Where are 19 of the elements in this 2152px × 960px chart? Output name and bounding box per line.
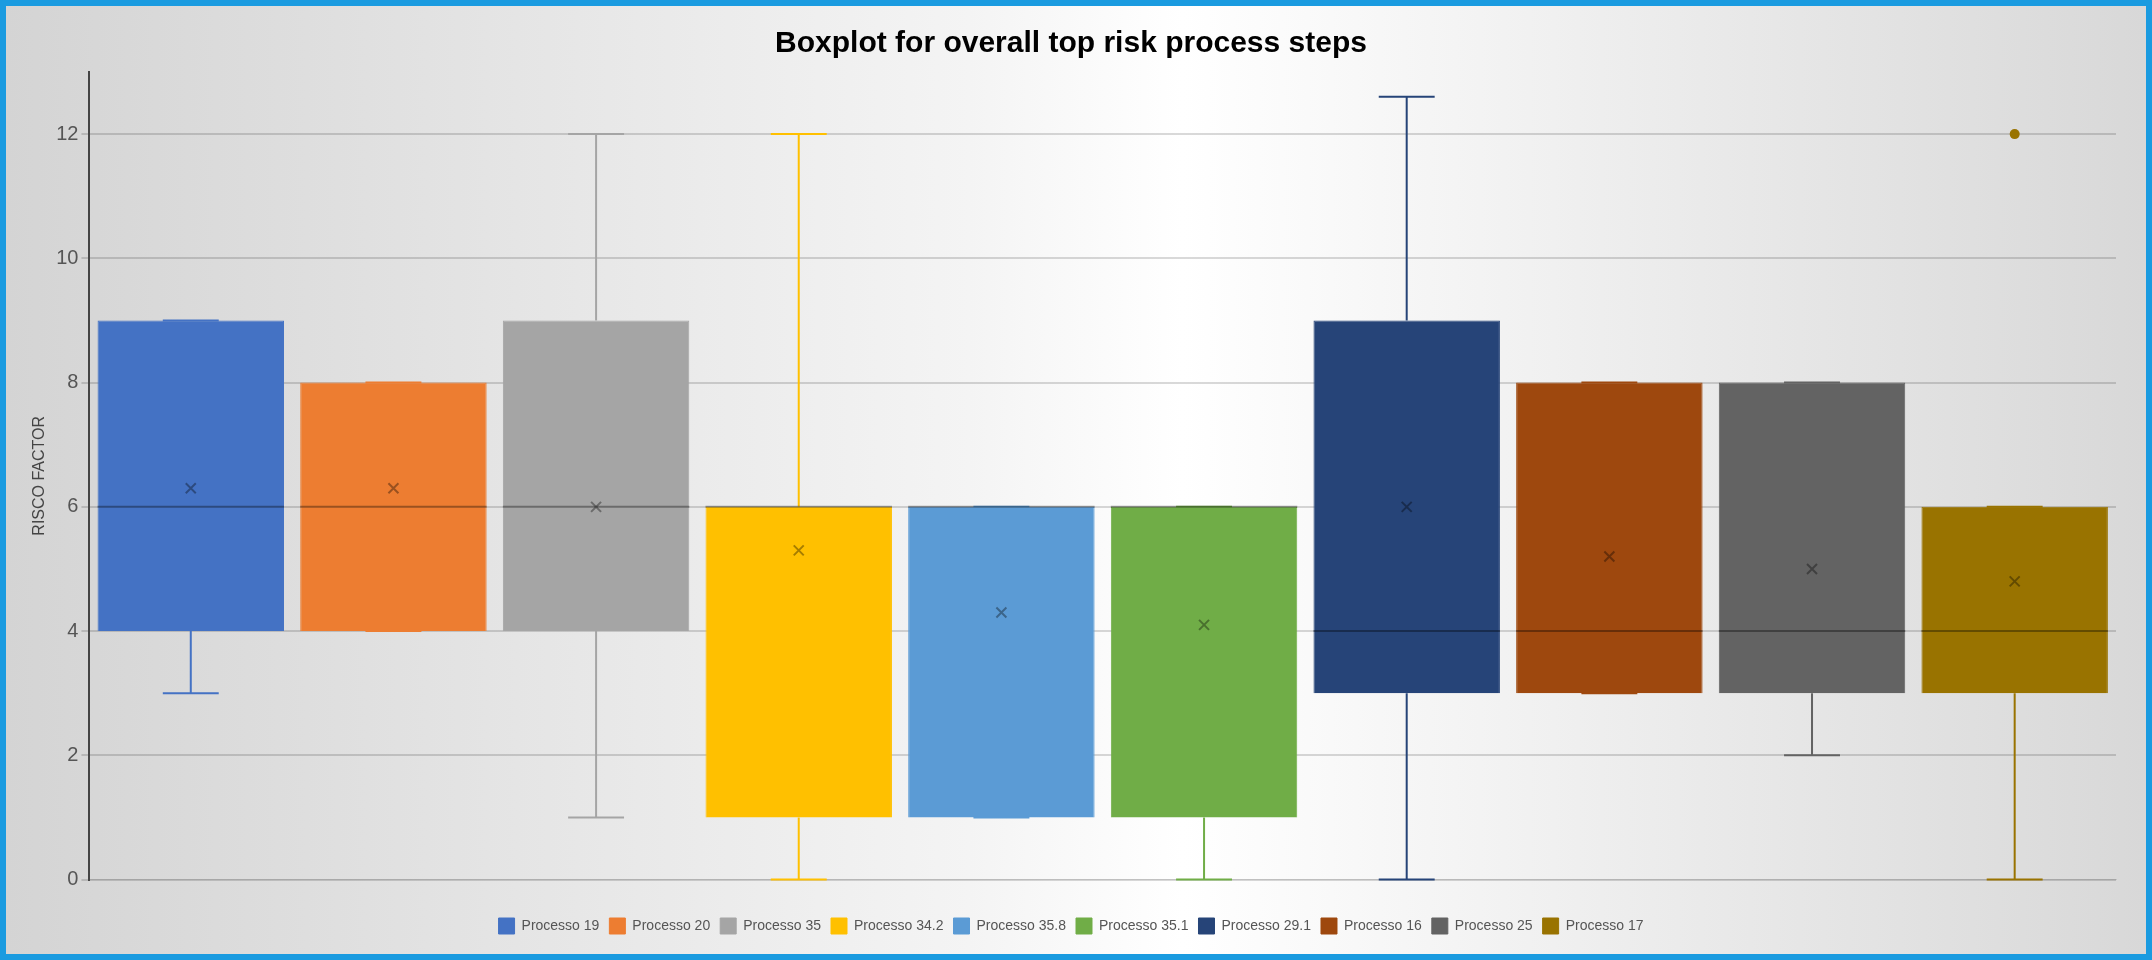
legend-label: Processo 35	[743, 916, 822, 933]
y-axis-title: RISCO FACTOR	[30, 415, 48, 536]
y-tick-label: 12	[56, 121, 79, 144]
y-tick-label: 2	[67, 742, 79, 765]
y-tick-label: 8	[67, 370, 79, 393]
legend-label: Processo 34.2	[854, 916, 944, 933]
y-tick-label: 4	[67, 618, 79, 641]
legend-label: Processo 17	[1565, 916, 1644, 933]
y-tick-label: 10	[56, 245, 79, 268]
legend-label: Processo 25	[1454, 916, 1533, 933]
legend-label: Processo 29.1	[1221, 916, 1312, 933]
legend-label: Processo 35.8	[976, 916, 1067, 933]
legend-label: Processo 19	[521, 916, 600, 933]
y-tick-label: 0	[67, 867, 79, 890]
y-tick-label: 6	[67, 494, 79, 517]
legend-label: Processo 35.1	[1099, 916, 1189, 933]
legend-label: Processo 20	[632, 916, 711, 933]
chart-title: Boxplot for overall top risk process steps	[775, 25, 1367, 59]
legend-label: Processo 16	[1343, 916, 1423, 933]
